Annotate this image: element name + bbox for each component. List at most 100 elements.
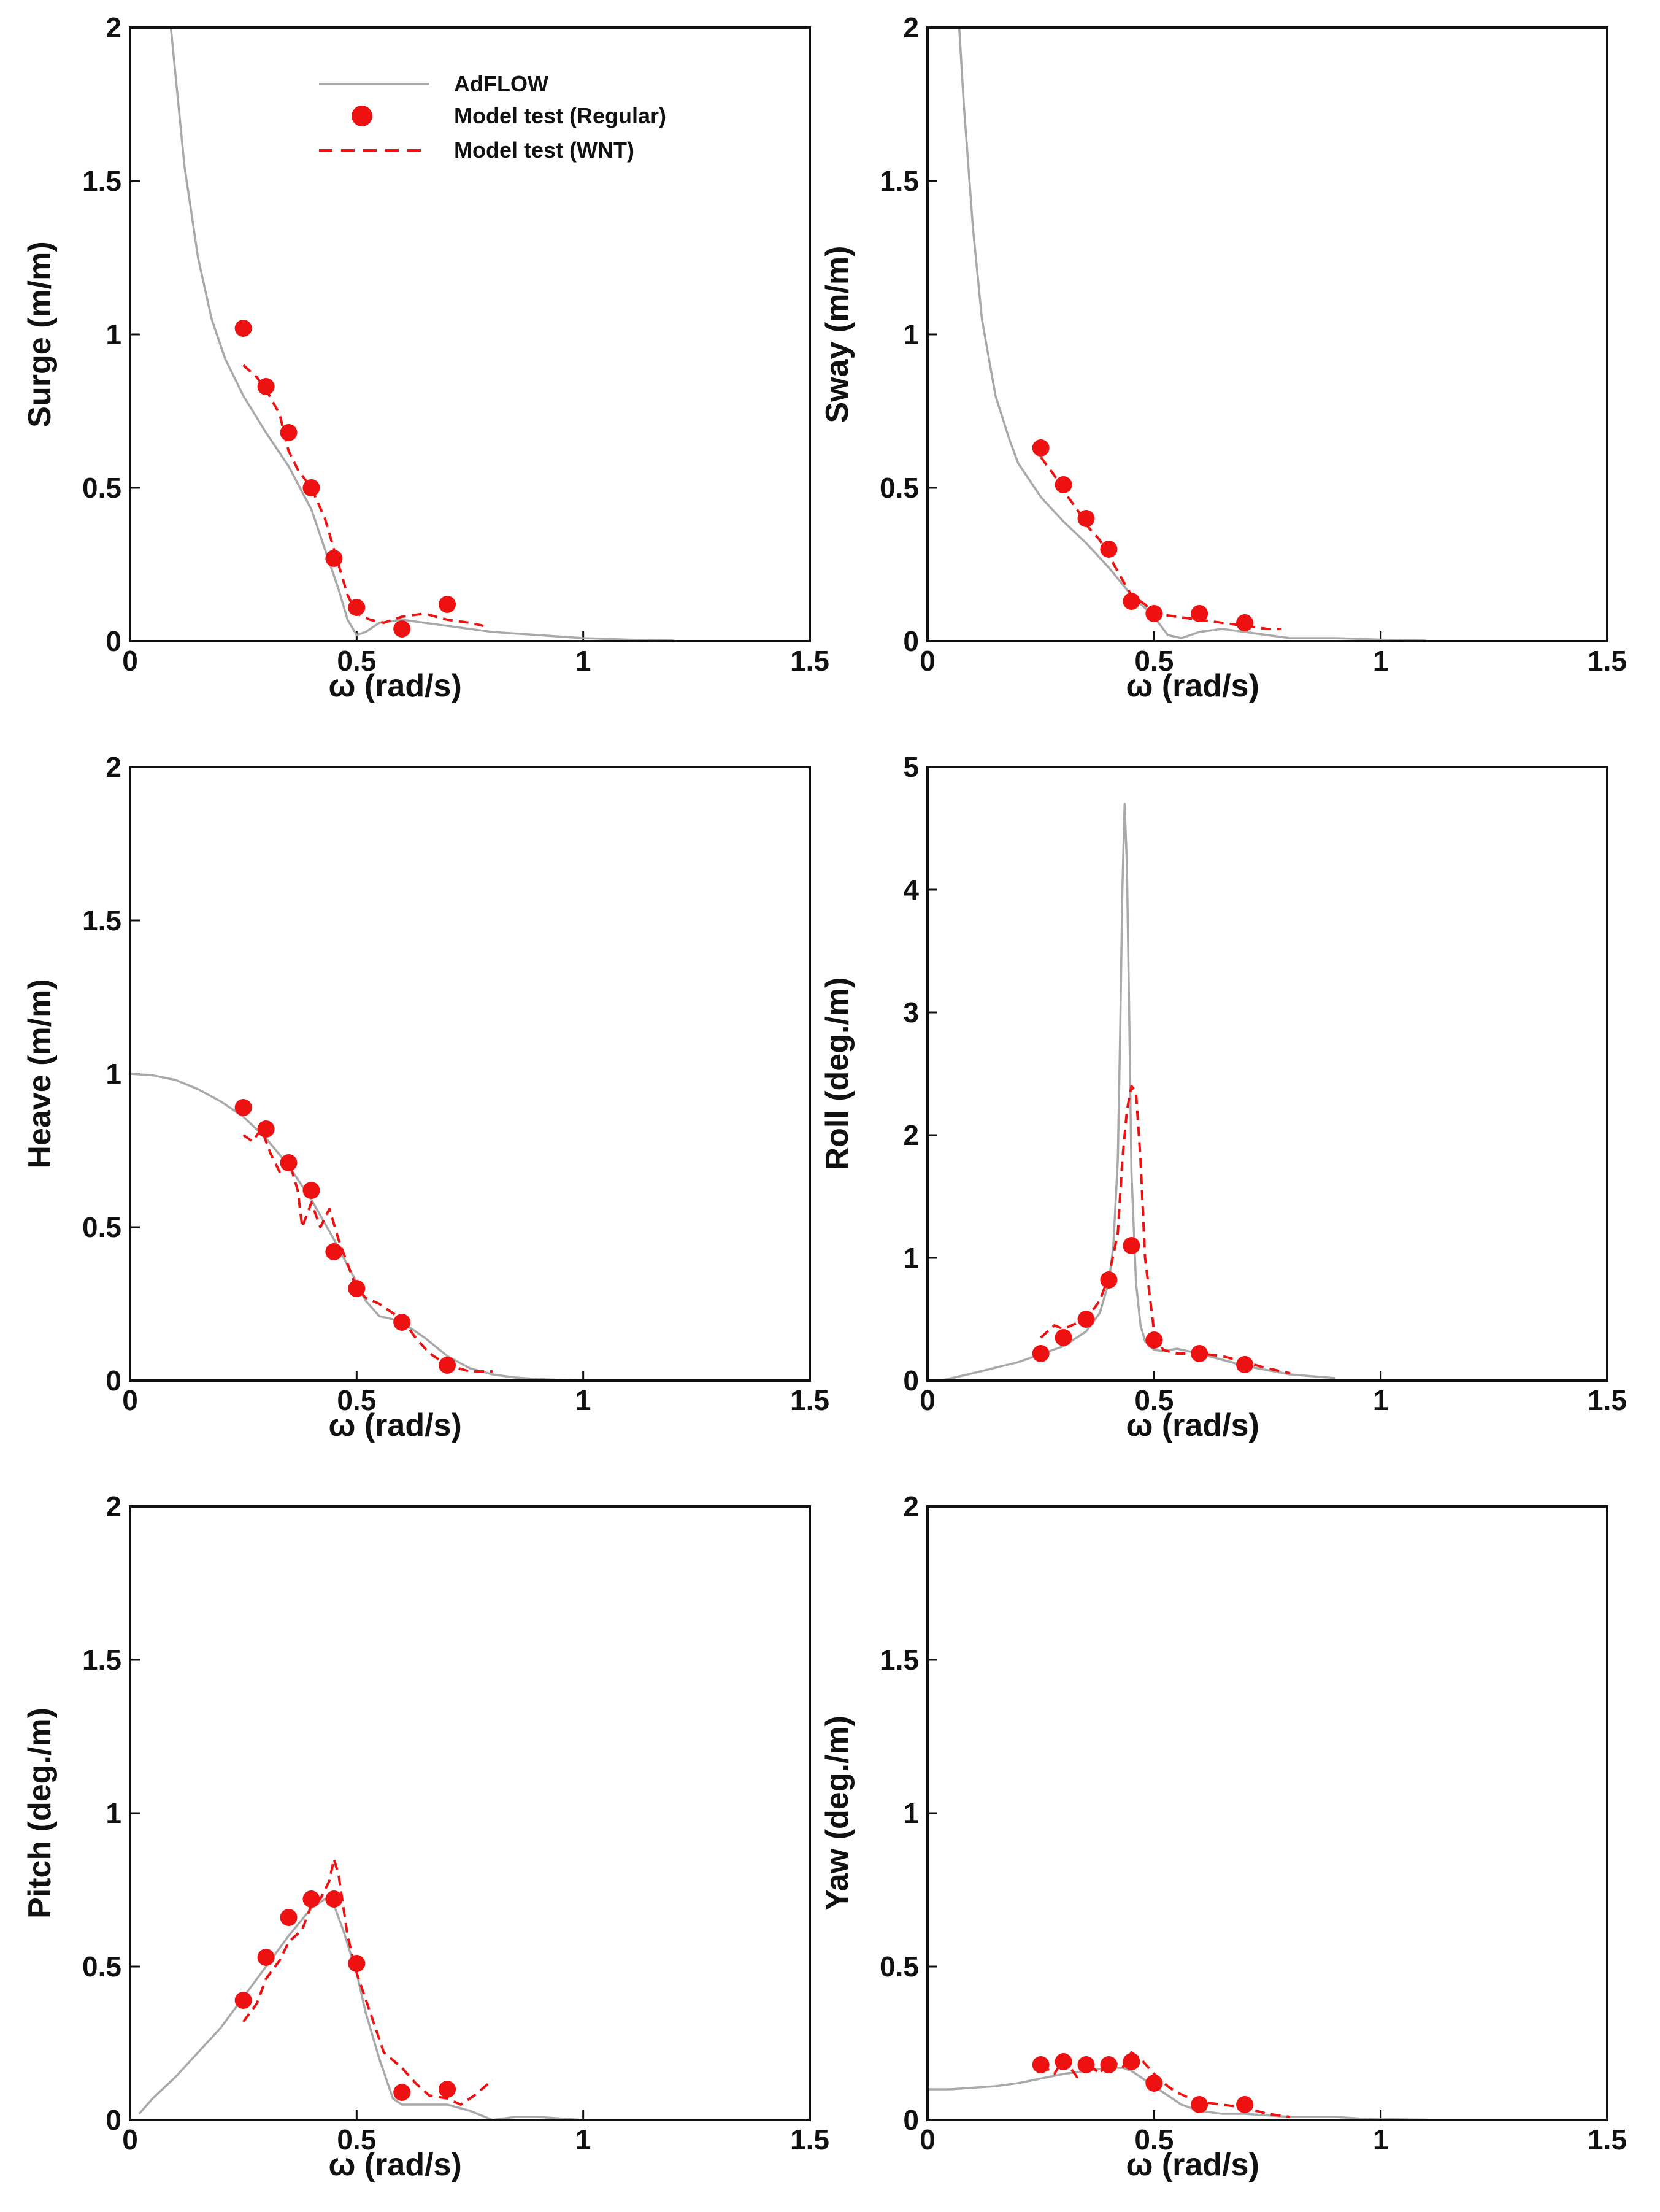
data-point-regular-surge xyxy=(439,596,456,613)
y-axis-label-roll: Roll (deg./m) xyxy=(820,977,855,1171)
x-tick-label-yaw: 0.5 xyxy=(1134,2124,1174,2156)
data-point-regular-sway xyxy=(1100,541,1118,558)
x-tick-label-pitch: 1 xyxy=(575,2124,591,2156)
data-point-regular-roll xyxy=(1191,1345,1208,1362)
x-tick-label-surge: 1.5 xyxy=(790,645,829,677)
data-point-regular-yaw xyxy=(1236,2096,1254,2113)
data-point-regular-roll xyxy=(1236,1356,1254,1373)
x-tick-label-heave: 0 xyxy=(122,1384,138,1416)
panel-surge: 0 0.5 1 1.5 0 0.5 1 1.5 2 ω (rad/s) Surge (m/m) xyxy=(22,12,829,704)
series-line-wnt-yaw xyxy=(1040,2051,1291,2118)
data-point-regular-roll xyxy=(1100,1271,1118,1289)
data-point-regular-yaw xyxy=(1145,2075,1163,2092)
x-axis-label-sway: ω (rad/s) xyxy=(1126,668,1259,704)
data-point-regular-yaw xyxy=(1100,2056,1118,2073)
y-axis-label-yaw: Yaw (deg./m) xyxy=(820,1716,855,1911)
data-point-regular-heave xyxy=(393,1314,411,1331)
y-tick-label-pitch: 0 xyxy=(106,2104,121,2136)
plot-area-sway xyxy=(958,28,1426,641)
data-point-regular-pitch xyxy=(302,1890,320,1908)
x-axis-label-surge: ω (rad/s) xyxy=(328,668,461,704)
data-point-regular-sway xyxy=(1032,439,1050,457)
data-point-regular-heave xyxy=(348,1280,366,1297)
data-point-regular-yaw xyxy=(1191,2096,1208,2113)
panel-frame-roll xyxy=(926,766,1608,1382)
legend-wnt-label: Model test (WNT) xyxy=(454,137,634,163)
data-point-regular-heave xyxy=(325,1243,343,1260)
data-point-regular-surge xyxy=(280,424,298,441)
series-line-wnt-surge xyxy=(242,364,484,627)
series-line-wnt-heave xyxy=(242,1128,493,1373)
panel-frame-heave xyxy=(129,766,811,1382)
y-tick-label-surge: 2 xyxy=(106,12,121,44)
data-point-regular-heave xyxy=(439,1357,456,1374)
data-point-regular-roll xyxy=(1145,1331,1163,1349)
data-point-regular-sway xyxy=(1145,605,1163,622)
y-tick-label-surge: 1 xyxy=(106,318,121,350)
x-tick-label-sway: 0.5 xyxy=(1134,645,1174,677)
data-point-regular-sway xyxy=(1077,510,1095,527)
panel-roll: 0 0.5 1 1.5 0 1 2 3 4 5 ω (rad/s) Roll (deg./m) xyxy=(820,751,1627,1443)
y-tick-label-surge: 0 xyxy=(106,625,121,657)
y-axis-label-pitch: Pitch (deg./m) xyxy=(22,1708,58,1919)
y-tick-label-pitch: 1.5 xyxy=(82,1644,121,1676)
data-point-regular-pitch xyxy=(348,1955,366,1972)
y-tick-label-pitch: 2 xyxy=(106,1490,121,1522)
x-axis-label-roll: ω (rad/s) xyxy=(1126,1408,1259,1443)
y-axis-label-sway: Sway (m/m) xyxy=(820,246,855,423)
legend-adflow-label: AdFLOW xyxy=(454,71,548,96)
y-tick-label-yaw: 0 xyxy=(903,2104,919,2136)
data-point-regular-sway xyxy=(1055,476,1072,493)
panel-heave: 0 0.5 1 1.5 0 0.5 1 1.5 2 ω (rad/s) Heave (m/m) xyxy=(22,751,829,1443)
data-point-regular-surge xyxy=(302,479,320,496)
data-point-regular-roll xyxy=(1055,1329,1072,1346)
y-tick-label-heave: 1 xyxy=(106,1058,121,1090)
x-tick-label-sway: 0 xyxy=(920,645,936,677)
legend-regular-label: Model test (Regular) xyxy=(454,103,666,128)
y-axis-label-heave: Heave (m/m) xyxy=(22,979,58,1168)
y-tick-label-yaw: 2 xyxy=(903,1490,919,1522)
plot-area-surge xyxy=(169,28,674,641)
data-point-regular-pitch xyxy=(257,1949,275,1966)
y-tick-label-sway: 1.5 xyxy=(880,165,919,197)
y-tick-label-roll: 5 xyxy=(903,751,919,783)
data-point-regular-heave xyxy=(280,1154,298,1171)
y-tick-label-sway: 2 xyxy=(903,12,919,44)
plot-area-roll xyxy=(940,803,1335,1381)
y-tick-label-sway: 0.5 xyxy=(880,472,919,504)
y-tick-label-roll: 3 xyxy=(903,996,919,1028)
y-tick-label-heave: 2 xyxy=(106,751,121,783)
series-line-adflow-surge xyxy=(169,28,674,641)
y-tick-label-heave: 0 xyxy=(106,1365,121,1397)
panel-pitch: 0 0.5 1 1.5 0 0.5 1 1.5 2 ω (rad/s) Pitch (deg./m) xyxy=(22,1490,829,2183)
plot-area-yaw xyxy=(928,2051,1426,2120)
data-point-regular-yaw xyxy=(1077,2056,1095,2073)
data-point-regular-yaw xyxy=(1123,2053,1140,2070)
x-tick-label-surge: 1 xyxy=(575,645,591,677)
y-tick-label-heave: 1.5 xyxy=(82,904,121,936)
data-point-regular-sway xyxy=(1123,593,1140,610)
data-point-regular-pitch xyxy=(234,1992,252,2009)
data-point-regular-heave xyxy=(234,1099,252,1116)
y-tick-label-roll: 2 xyxy=(903,1119,919,1151)
data-point-regular-heave xyxy=(302,1182,320,1199)
y-tick-label-pitch: 0.5 xyxy=(82,1951,121,1983)
plot-area-pitch xyxy=(138,1858,583,2120)
data-point-regular-pitch xyxy=(439,2081,456,2098)
data-point-regular-surge xyxy=(257,378,275,395)
legend-regular-swatch xyxy=(352,106,372,126)
x-tick-label-sway: 1.5 xyxy=(1588,645,1627,677)
x-tick-label-roll: 0.5 xyxy=(1134,1384,1174,1416)
x-tick-label-yaw: 1.5 xyxy=(1588,2124,1627,2156)
data-point-regular-pitch xyxy=(325,1890,343,1908)
data-point-regular-pitch xyxy=(280,1909,298,1926)
data-point-regular-surge xyxy=(325,550,343,567)
x-tick-label-heave: 0.5 xyxy=(337,1384,376,1416)
panel-frame-sway xyxy=(926,26,1608,642)
data-point-regular-roll xyxy=(1077,1311,1095,1328)
x-tick-label-roll: 0 xyxy=(920,1384,936,1416)
panel-yaw: 0 0.5 1 1.5 0 0.5 1 1.5 2 ω (rad/s) Yaw (deg./m) xyxy=(820,1490,1627,2183)
data-point-regular-heave xyxy=(257,1120,275,1138)
